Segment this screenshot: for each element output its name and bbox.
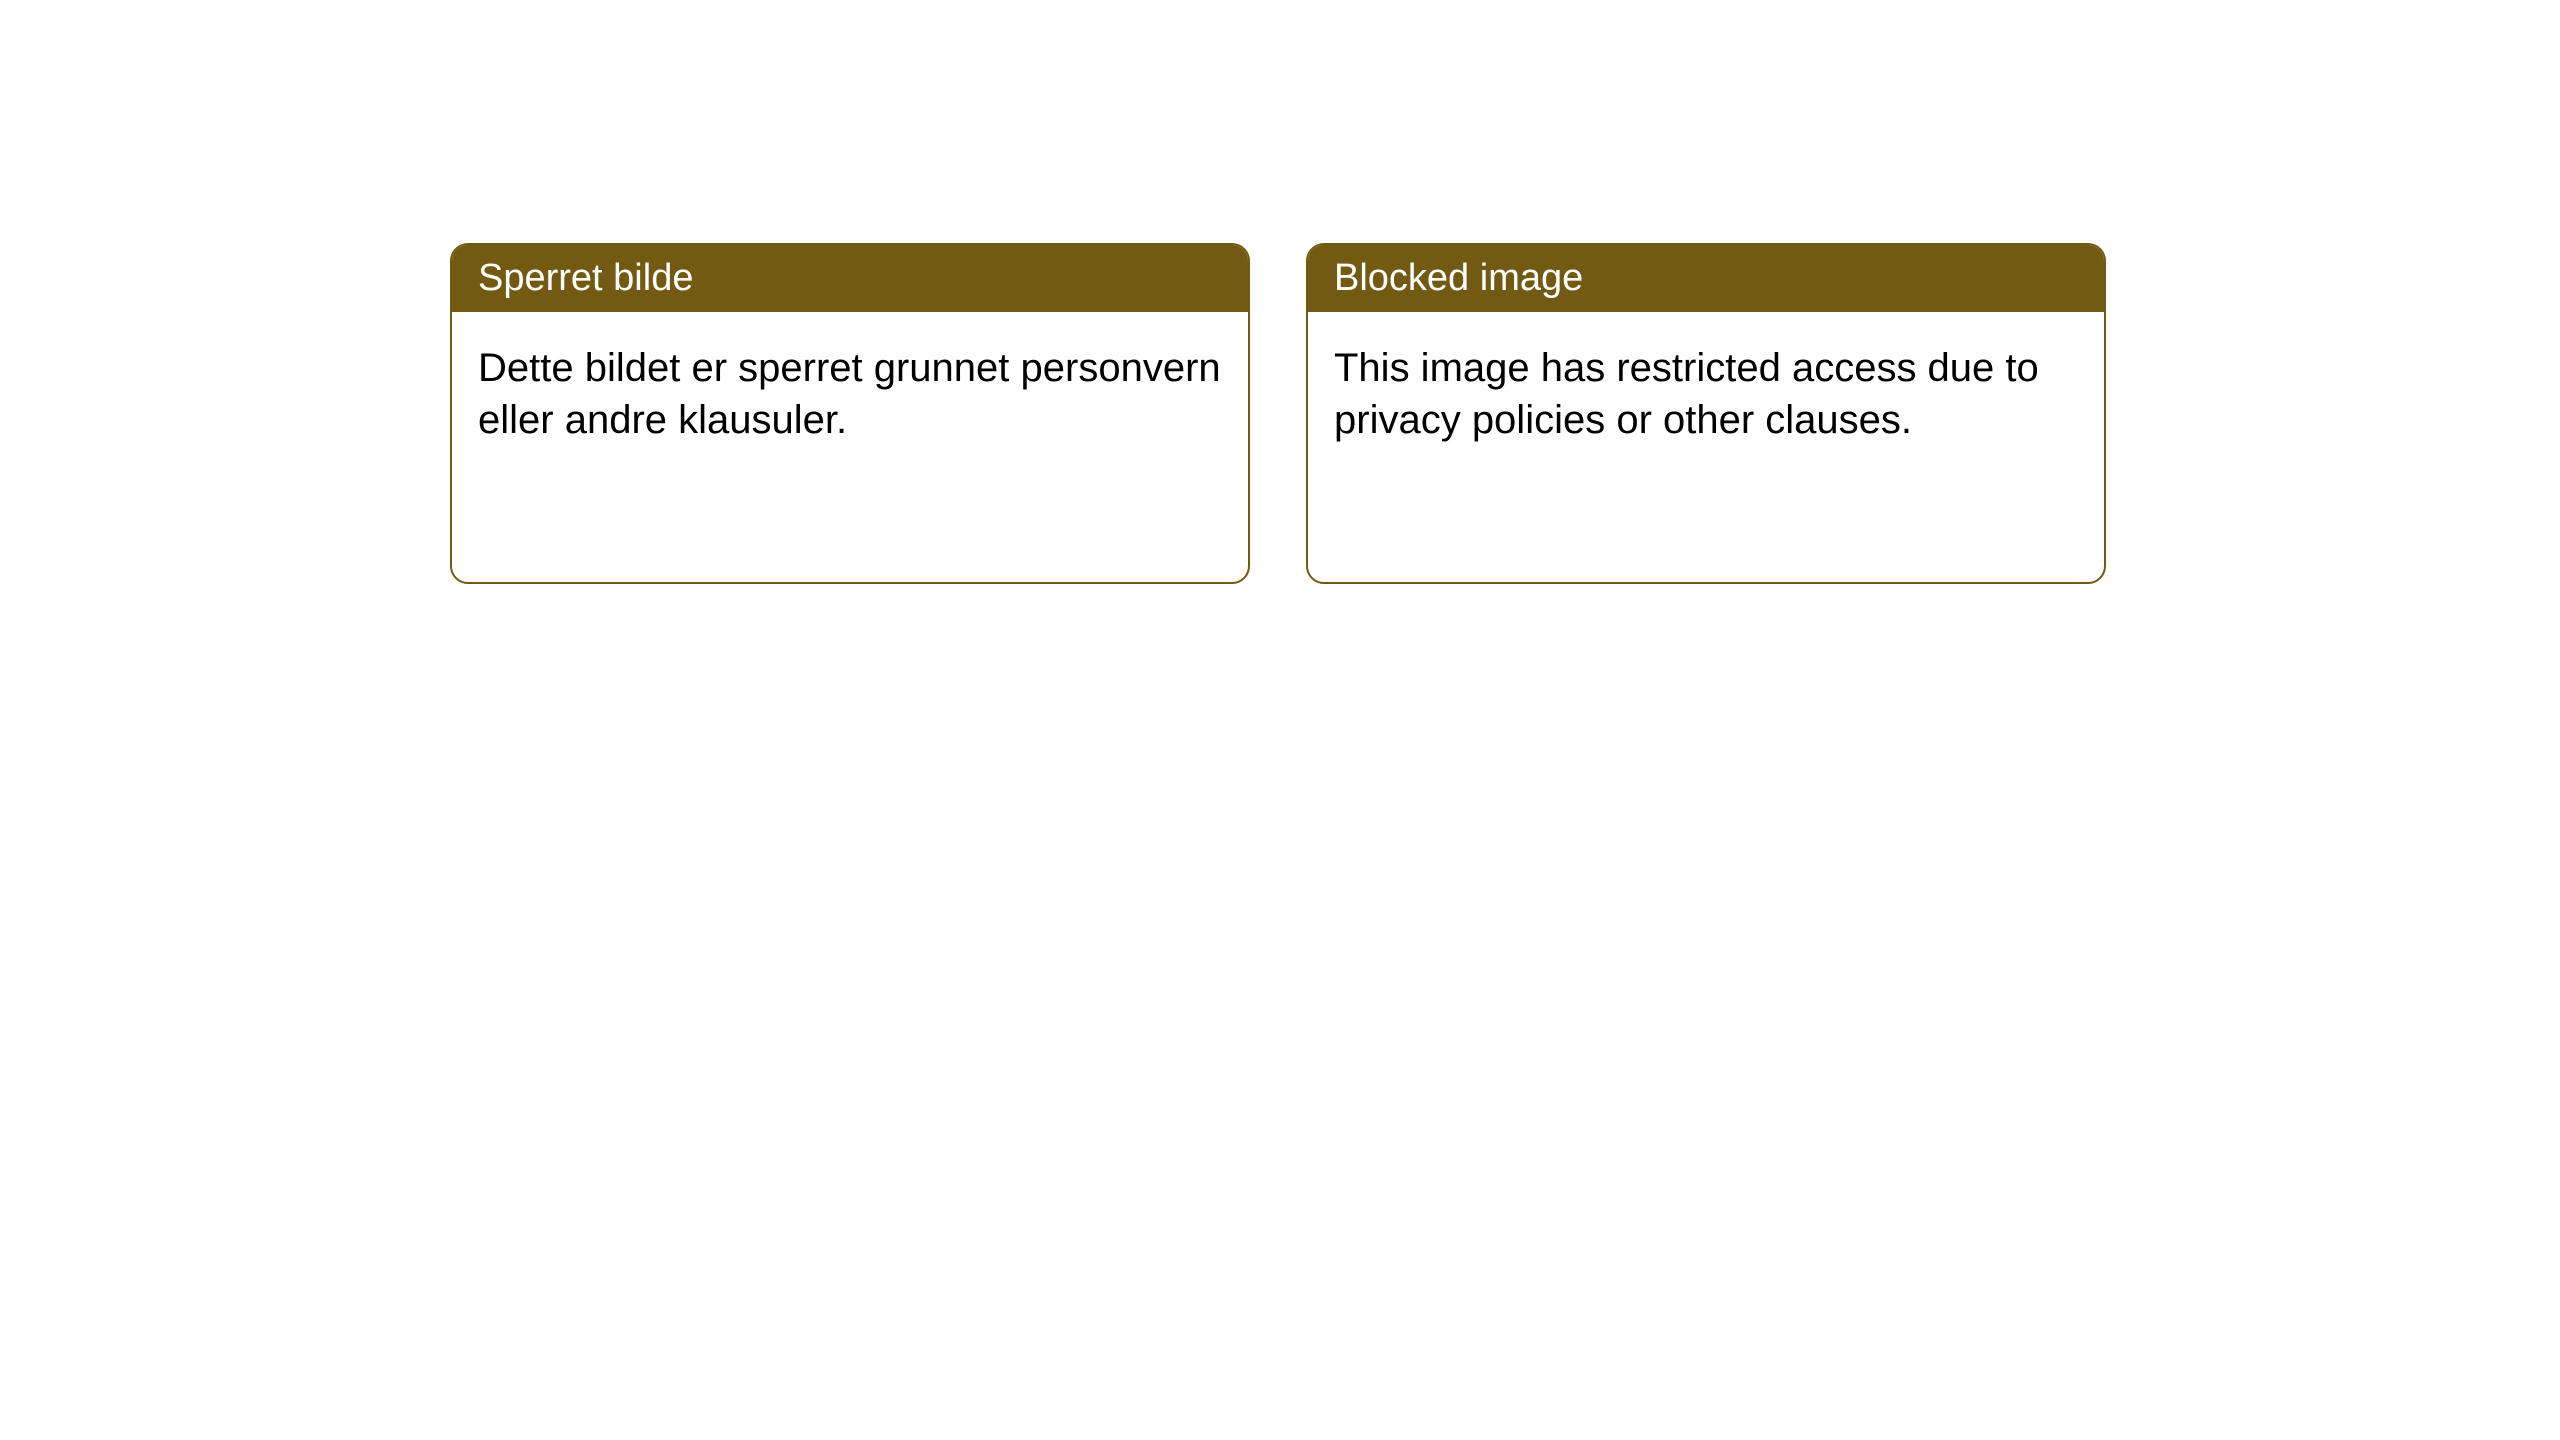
- card-header: Blocked image: [1308, 245, 2104, 312]
- cards-container: Sperret bilde Dette bildet er sperret gr…: [450, 243, 2106, 584]
- card-body: Dette bildet er sperret grunnet personve…: [452, 312, 1248, 582]
- card-body-text: Dette bildet er sperret grunnet personve…: [478, 346, 1221, 442]
- card-body: This image has restricted access due to …: [1308, 312, 2104, 582]
- blocked-image-card-en: Blocked image This image has restricted …: [1306, 243, 2106, 584]
- blocked-image-card-no: Sperret bilde Dette bildet er sperret gr…: [450, 243, 1250, 584]
- card-title: Sperret bilde: [478, 257, 693, 299]
- card-body-text: This image has restricted access due to …: [1334, 346, 2039, 442]
- card-header: Sperret bilde: [452, 245, 1248, 312]
- card-title: Blocked image: [1334, 257, 1583, 299]
